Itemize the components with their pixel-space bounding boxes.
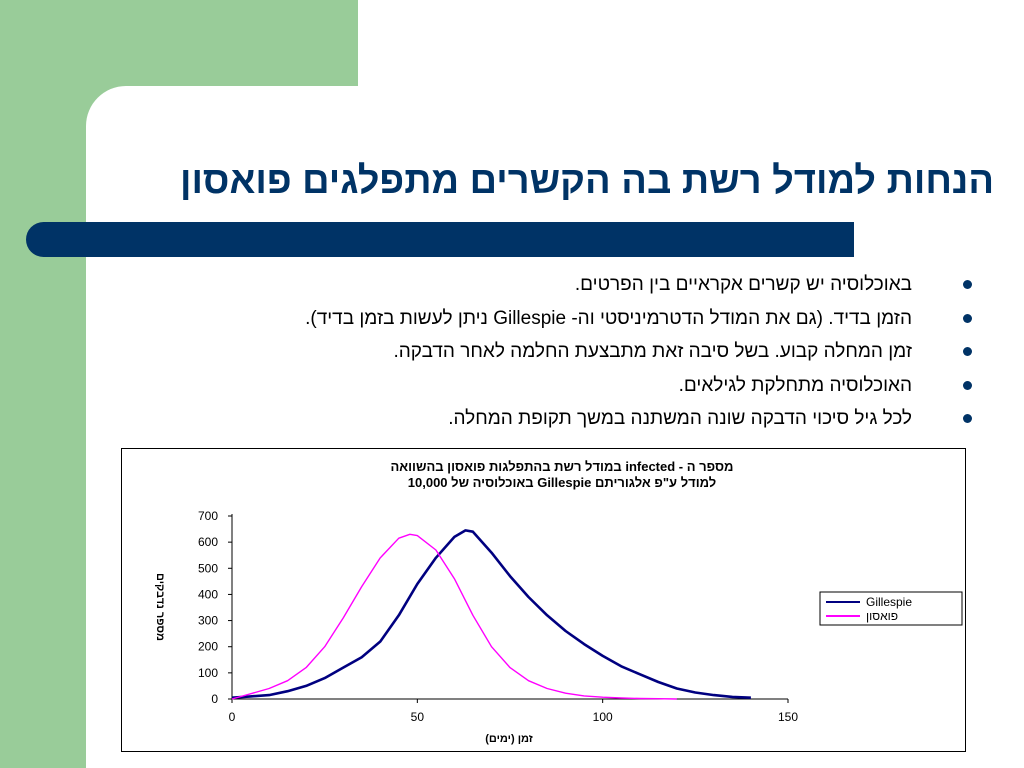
y-tick-label: 400: [198, 587, 218, 601]
chart-title-line1: מספר ה - infected במודל רשת בהתפלגות פוא…: [390, 459, 733, 474]
bullet-text: האוכלוסיה מתחלקת לגילאים.: [678, 374, 912, 396]
y-tick-label: 0: [211, 692, 218, 706]
series-line-1: [231, 529, 751, 699]
bullet-item: הזמן בדיד. (גם את המודל הדטרמיניסטי וה- …: [72, 302, 972, 336]
bullet-dot-icon: [963, 347, 972, 356]
bullet-text: לכל גיל סיכוי הדבקה שונה המשתנה במשך תקו…: [448, 408, 912, 429]
title-underline-bar: [26, 222, 854, 257]
bullet-text: באוכלוסיה יש קשרים אקראיים בין הפרטים.: [574, 274, 912, 295]
y-tick-label: 500: [198, 561, 218, 575]
bullet-text: זמן המחלה קבוע. בשל סיבה זאת מתבצעת החלמ…: [393, 341, 912, 362]
y-tick-label: 100: [198, 666, 218, 680]
bullet-item: לכל גיל סיכוי הדבקה שונה המשתנה במשך תקו…: [72, 402, 972, 436]
y-tick-label: 700: [198, 509, 218, 523]
x-axis-label: זמן (ימים): [485, 733, 533, 745]
x-tick-label: 100: [593, 710, 613, 724]
y-tick-label: 200: [198, 640, 218, 654]
x-tick-label: 0: [229, 710, 236, 724]
bullet-list: באוכלוסיה יש קשרים אקראיים בין הפרטים. ה…: [72, 268, 972, 436]
x-tick-label: 50: [411, 710, 425, 724]
legend-label: Gillespie: [866, 595, 912, 609]
x-tick-label: 150: [778, 710, 798, 724]
legend-box: [819, 591, 963, 626]
series-line-2: [231, 533, 677, 700]
y-tick-label: 300: [198, 614, 218, 628]
bullet-text: הזמן בדיד. (גם את המודל הדטרמיניסטי וה- …: [305, 307, 912, 329]
bullet-dot-icon: [963, 280, 972, 289]
y-tick-label: 600: [198, 535, 218, 549]
bullet-dot-icon: [963, 380, 972, 390]
bullet-item: באוכלוסיה יש קשרים אקראיים בין הפרטים.: [72, 268, 972, 302]
bullet-dot-icon: [963, 313, 972, 323]
bullet-item: זמן המחלה קבוע. בשל סיבה זאת מתבצעת החלמ…: [72, 335, 972, 369]
legend-label: פואסון: [866, 609, 898, 623]
slide-title: הנחות למודל רשת בה הקשרים מתפלגים פואסון: [180, 160, 994, 202]
bullet-dot-icon: [963, 414, 972, 423]
y-axis-label: מספר נדבקים: [154, 573, 166, 641]
bullet-item: האוכלוסיה מתחלקת לגילאים.: [72, 369, 972, 403]
chart-frame: מספר ה - infected במודל רשת בהתפלגות פוא…: [121, 448, 966, 752]
chart-title-line2: למודל ע"פ אלגוריתם Gillespie באוכלוסיה ש…: [408, 475, 716, 490]
chart-svg: מספר ה - infected במודל רשת בהתפלגות פוא…: [154, 459, 963, 745]
